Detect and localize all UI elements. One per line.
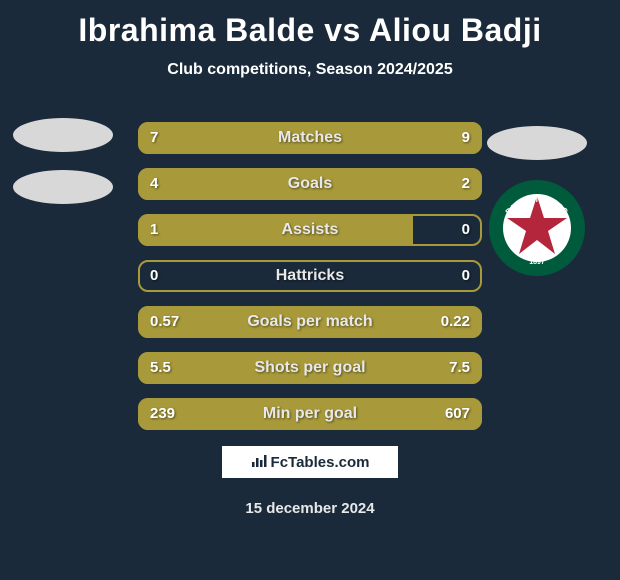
stat-label: Goals — [138, 168, 482, 200]
stat-row: Matches7 9 — [138, 122, 482, 154]
club-crest-icon: RED STAR FC 1897 — [487, 178, 587, 278]
stat-label: Goals per match — [138, 306, 482, 338]
svg-text:1897: 1897 — [529, 259, 545, 266]
chart-icon — [251, 452, 267, 473]
player-right-badges: RED STAR FC 1897 — [482, 126, 592, 278]
stats-bars: Matches79Goals42Assists10Hattricks00Goal… — [138, 122, 482, 444]
stat-row: Goals4 2 — [138, 168, 482, 200]
stat-row: Goals per match0.57 0.22 — [138, 306, 482, 338]
subtitle: Club competitions, Season 2024/2025 — [0, 61, 620, 79]
stat-value-right: 7.5 — [449, 352, 470, 384]
stat-label: Min per goal — [138, 398, 482, 430]
badge-placeholder-icon — [487, 126, 587, 160]
stat-value-left: 5.5 — [150, 352, 171, 384]
stat-value-right: 9 — [462, 122, 470, 154]
badge-placeholder-icon — [13, 118, 113, 152]
stat-value-left: 7 — [150, 122, 158, 154]
stat-row: Min per goal239 607 — [138, 398, 482, 430]
brand-logo: FcTables.com — [222, 446, 398, 478]
stat-value-right: 0 — [462, 214, 470, 246]
stat-value-left: 1 — [150, 214, 158, 246]
stat-label: Assists — [138, 214, 482, 246]
stat-label: Shots per goal — [138, 352, 482, 384]
stat-label: Matches — [138, 122, 482, 154]
stat-value-left: 239 — [150, 398, 175, 430]
stat-label: Hattricks — [138, 260, 482, 292]
stat-value-left: 0 — [150, 260, 158, 292]
stat-value-left: 4 — [150, 168, 158, 200]
badge-placeholder-icon — [13, 170, 113, 204]
stat-value-right: 0.22 — [441, 306, 470, 338]
player-left-badges — [8, 118, 118, 222]
stat-value-right: 2 — [462, 168, 470, 200]
stat-value-left: 0.57 — [150, 306, 179, 338]
page-title: Ibrahima Balde vs Aliou Badji — [0, 0, 620, 49]
stat-value-right: 0 — [462, 260, 470, 292]
date-label: 15 december 2024 — [0, 500, 620, 517]
stat-row: Shots per goal5.5 7.5 — [138, 352, 482, 384]
stat-value-right: 607 — [445, 398, 470, 430]
brand-name: FcTables.com — [271, 454, 370, 471]
stat-row: Hattricks0 0 — [138, 260, 482, 292]
stat-row: Assists1 0 — [138, 214, 482, 246]
